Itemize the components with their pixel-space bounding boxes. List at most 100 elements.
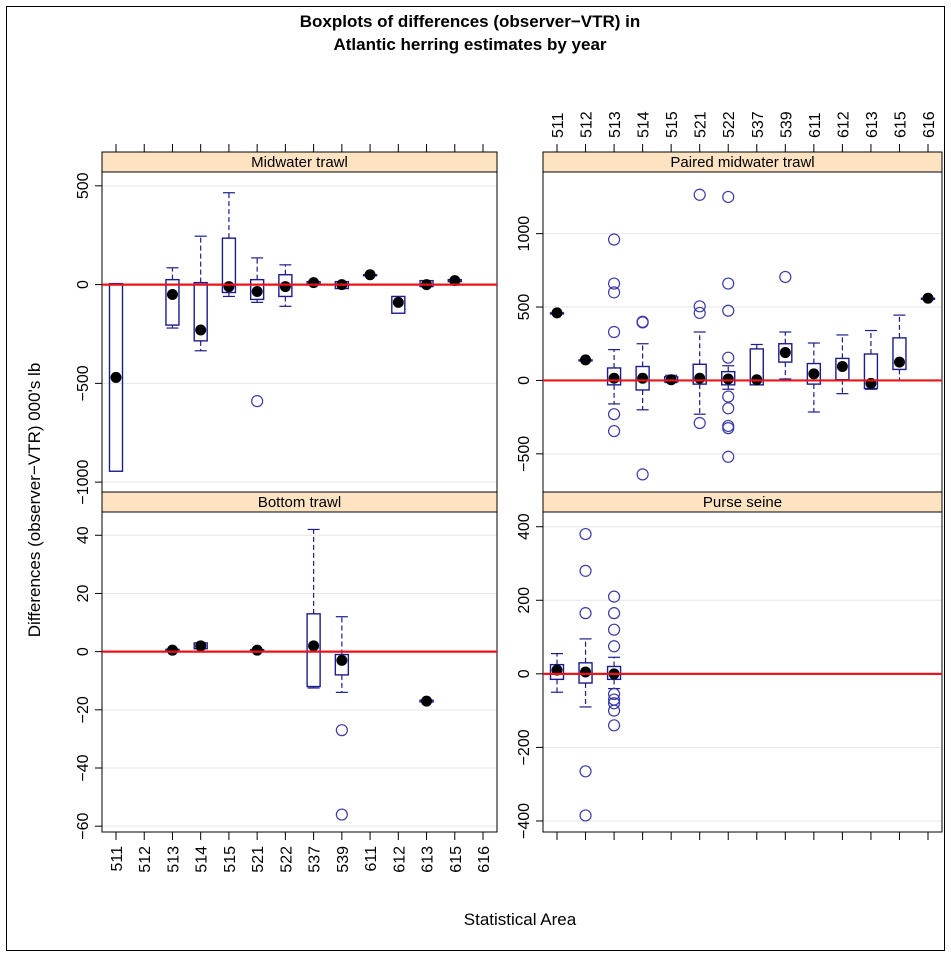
y-tick-label: −1000	[75, 460, 92, 505]
outlier-point	[607, 687, 621, 701]
figure-border	[6, 6, 945, 951]
y-tick-label: 20	[75, 584, 92, 602]
outlier-point	[607, 719, 621, 732]
y-axis-title: Differences (observer−VTR) 000's lb	[25, 363, 44, 638]
box-615	[892, 314, 907, 382]
y-tick-label: 1000	[516, 216, 533, 252]
box-iqr	[892, 337, 907, 371]
panel-strip-label: Midwater trawl	[251, 154, 348, 171]
outlier-point	[722, 277, 735, 290]
y-tick-label: −500	[516, 436, 533, 472]
x-tick-label: 539	[335, 846, 352, 873]
outlier-point	[579, 809, 592, 822]
box-615	[447, 275, 462, 287]
y-tick-label: 0	[75, 647, 92, 656]
box-612	[391, 295, 406, 314]
outlier-point	[693, 300, 706, 313]
outlier-point	[607, 325, 621, 339]
outlier-point	[251, 395, 264, 408]
median-point	[836, 360, 848, 372]
median-point	[336, 654, 348, 666]
y-tick-label: −200	[516, 729, 533, 765]
chart-title-line-2: Atlantic herring estimates by year	[333, 35, 606, 54]
y-tick-label: −60	[75, 813, 92, 840]
outlier-point	[607, 640, 621, 653]
outlier-point	[607, 623, 621, 636]
box-613	[419, 695, 434, 707]
box-537	[306, 528, 321, 689]
median-point	[608, 372, 620, 384]
box-iqr	[806, 362, 822, 385]
outlier-point	[607, 286, 621, 299]
panel-border	[101, 511, 498, 833]
median-point	[308, 277, 320, 289]
y-tick-label: 0	[516, 376, 533, 385]
x-tick-label: 615	[892, 111, 909, 138]
box-514	[635, 315, 650, 481]
y-tick-label: 400	[516, 513, 533, 540]
box-iqr	[334, 653, 350, 676]
y-tick-label: 0	[516, 669, 533, 678]
median-point	[392, 296, 404, 308]
box-611	[806, 342, 822, 413]
x-tick-label: 521	[693, 111, 710, 138]
box-iqr	[165, 278, 180, 326]
x-tick-label: 514	[636, 111, 653, 138]
box-537	[749, 343, 764, 386]
y-tick-label: −500	[75, 365, 92, 401]
median-point	[279, 281, 291, 293]
median-point	[580, 354, 592, 366]
box-612	[835, 334, 850, 395]
median-point	[779, 347, 791, 359]
box-iqr	[249, 278, 265, 301]
outlier-point	[579, 607, 592, 620]
outlier-point	[607, 233, 621, 246]
outlier-point	[693, 188, 706, 201]
outlier-point	[636, 468, 649, 481]
x-tick-label: 521	[250, 846, 267, 873]
outlier-point	[636, 316, 649, 329]
panel-border	[542, 511, 943, 833]
box-539	[334, 616, 350, 821]
x-axis-title: Statistical Area	[464, 910, 577, 929]
x-tick-label: 511	[550, 112, 567, 138]
outlier-point	[722, 422, 735, 435]
median-point	[722, 373, 734, 385]
outlier-point	[722, 351, 735, 364]
outlier-point	[607, 408, 621, 421]
x-tick-label: 612	[391, 846, 408, 873]
x-tick-label: 615	[448, 846, 465, 873]
box-611	[362, 269, 378, 281]
median-point	[195, 640, 207, 652]
x-tick-label: 537	[307, 846, 324, 873]
box-iqr	[635, 365, 650, 391]
y-tick-label: 0	[75, 280, 92, 289]
box-iqr	[221, 237, 237, 294]
median-point	[110, 371, 122, 383]
outlier-point	[607, 607, 621, 620]
box-iqr	[391, 295, 406, 314]
outlier-point	[607, 277, 621, 290]
x-tick-label: 513	[165, 846, 182, 873]
x-tick-label: 611	[363, 846, 380, 872]
box-514	[193, 235, 208, 352]
x-tick-label: 514	[194, 846, 211, 873]
box-iqr	[721, 370, 736, 386]
x-tick-label: 515	[664, 111, 681, 138]
y-tick-label: 40	[75, 526, 92, 544]
box-521	[249, 257, 265, 408]
median-point	[421, 695, 433, 707]
box-iqr	[549, 663, 565, 681]
box-iqr	[193, 281, 208, 342]
outlier-point	[722, 390, 735, 403]
box-514	[193, 640, 208, 652]
box-513	[165, 267, 180, 329]
x-tick-label: 611	[807, 112, 824, 138]
outlier-point	[722, 190, 735, 204]
median-point	[694, 372, 706, 384]
outlier-point	[693, 416, 706, 430]
x-tick-label: 522	[278, 846, 295, 873]
